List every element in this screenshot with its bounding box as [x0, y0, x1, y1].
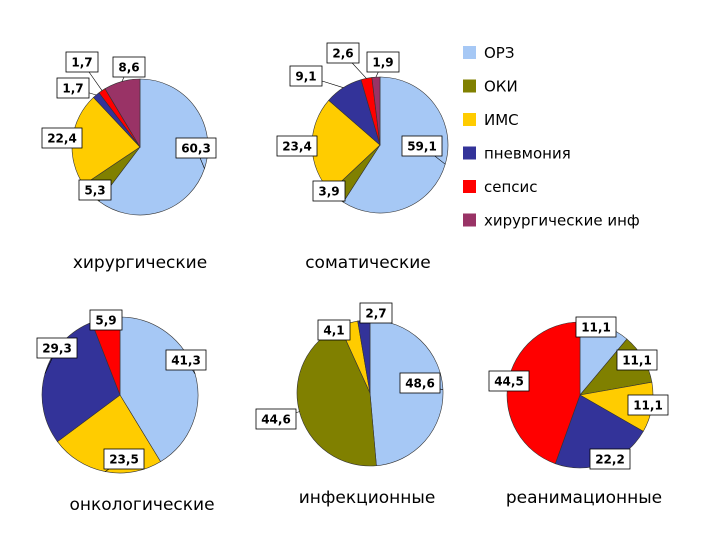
legend-swatch-1	[463, 46, 476, 59]
pie-5-data-label-1: 11,1	[581, 321, 611, 335]
legend-label-1: ОРЗ	[484, 44, 514, 62]
pie-5-title: реанимационные	[506, 488, 662, 508]
pie-chart-2: 59,1 3,9 23,4 9,1 2,6 1,9 соматические	[276, 42, 449, 273]
pie-chart-4: 48,6 44,6 4,1 2,7 инфекционные	[255, 302, 444, 508]
pie-1-data-label-1: 60,3	[181, 142, 211, 156]
legend-label-6: хирургические инф	[484, 212, 640, 230]
pie-3-label-box-3	[36, 337, 78, 359]
pie-5-data-label-2: 11,1	[622, 354, 652, 368]
pie-2-label-box-6	[366, 51, 400, 73]
pie-3-data-label-1: 41,3	[171, 354, 201, 368]
pie-1-label-box-2	[78, 179, 112, 201]
pie-3-data-label-2: 23,5	[109, 453, 139, 467]
pie-1-data-label-6: 8,6	[118, 61, 139, 75]
pie-4-label-box-2	[255, 408, 297, 430]
pie-3-label-box-2	[103, 448, 145, 470]
pie-3-label-box-1	[165, 349, 207, 371]
pie-2-data-label-1: 59,1	[407, 140, 437, 154]
pie-4-data-label-3: 4,1	[323, 324, 344, 338]
pie-4-data-label-1: 48,6	[405, 377, 435, 391]
pie-2-label-box-2	[312, 180, 346, 202]
pie-3-data-label-4: 5,9	[95, 314, 116, 328]
legend-label-2: ОКИ	[484, 78, 518, 96]
legend-swatch-5	[463, 180, 476, 193]
pie-1-data-label-4: 1,7	[62, 82, 83, 96]
pie-5-label-box-5	[488, 370, 530, 392]
pie-4-slice-2	[296, 326, 377, 467]
pie-chart-5: 11,1 11,1 11,1 22,2 44,5 реанимационные	[488, 316, 669, 508]
pie-1-label-box-5	[65, 51, 99, 73]
pie-2-data-label-4: 9,1	[295, 70, 316, 84]
pie-chart-3: 41,3 23,5 29,3 5,9 онкологические	[36, 309, 215, 515]
pie-1-label-box-6	[112, 56, 146, 78]
legend-swatch-2	[463, 79, 476, 93]
pie-2-data-label-6: 1,9	[372, 56, 393, 70]
pie-3-label-box-4	[89, 309, 123, 331]
pie-4-data-label-2: 44,6	[261, 413, 291, 427]
legend: ОРЗ ОКИ ИМС пневмония сепсис хирургические ин…	[463, 44, 640, 230]
legend-label-4: пневмония	[484, 145, 571, 163]
pie-2-label-box-5	[326, 42, 360, 64]
pie-1-label-box-3	[41, 127, 83, 149]
pie-5-data-label-4: 22,2	[595, 453, 625, 467]
pie-5-label-box-1	[575, 316, 617, 338]
pie-1-data-label-3: 22,4	[47, 132, 77, 146]
pie-4-data-label-4: 2,7	[365, 307, 386, 321]
pie-5-label-box-4	[589, 448, 631, 470]
pie-3-title: онкологические	[69, 495, 214, 515]
pie-5-data-label-3: 11,1	[633, 399, 663, 413]
legend-swatch-6	[463, 213, 476, 227]
pie-2-data-label-5: 2,6	[332, 47, 353, 61]
pie-1-data-label-2: 5,3	[84, 184, 105, 198]
pie-4-label-box-3	[317, 319, 351, 341]
pie-5-label-box-3	[627, 394, 669, 416]
pie-2-data-label-3: 23,4	[282, 140, 312, 154]
pie-2-label-box-3	[276, 135, 318, 157]
pie-2-title: соматические	[305, 253, 431, 273]
pie-1-label-box-1	[175, 137, 217, 159]
legend-label-3: ИМС	[484, 111, 519, 129]
legend-swatch-4	[463, 146, 476, 160]
pie-2-label-box-1	[401, 135, 443, 157]
pie-chart-1: 60,3 5,3 22,4 1,7 1,7 8,6 хирургические	[41, 51, 217, 273]
pie-2-label-box-4	[289, 65, 323, 87]
legend-label-5: сепсис	[484, 178, 538, 196]
legend-swatch-3	[463, 113, 476, 126]
pie-4-label-box-1	[399, 372, 441, 394]
pie-1-title: хирургические	[73, 253, 207, 273]
pie-5-data-label-5: 44,5	[494, 375, 524, 389]
pie-1-label-box-4	[56, 77, 90, 99]
pie-4-title: инфекционные	[299, 488, 436, 508]
pie-5-label-box-2	[616, 349, 658, 371]
pie-1-data-label-5: 1,7	[71, 56, 92, 70]
pie-2-data-label-2: 3,9	[318, 185, 339, 199]
pie-1-slice-1	[98, 78, 209, 216]
pie-3-data-label-3: 29,3	[42, 342, 72, 356]
pie-4-label-box-4	[359, 302, 393, 324]
